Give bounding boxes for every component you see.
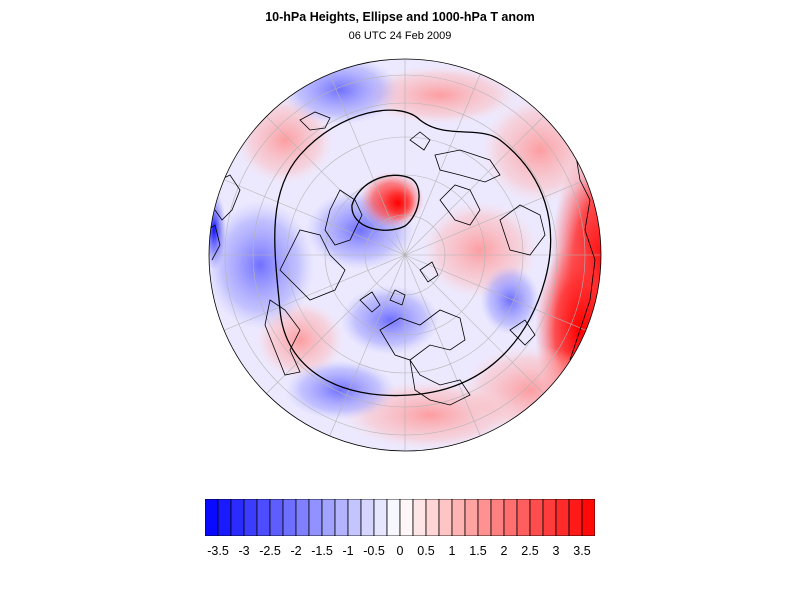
colorbar-box xyxy=(230,499,245,536)
colorbar-box xyxy=(217,499,232,536)
graticule xyxy=(209,59,601,451)
coastlines xyxy=(209,111,596,406)
colorbar-box xyxy=(386,499,401,536)
colorbar-box xyxy=(438,499,453,536)
colorbar-box xyxy=(503,499,518,536)
colorbar-tick-label: 3 xyxy=(552,544,560,558)
colorbar-box xyxy=(581,499,595,536)
colorbar-tick-label: -2 xyxy=(290,544,302,558)
colorbar-box xyxy=(282,499,297,536)
colorbar-box xyxy=(269,499,284,536)
colorbar-tick-label: 1 xyxy=(448,544,456,558)
colorbar-tick-label: 2.5 xyxy=(521,544,539,558)
colorbar-box xyxy=(399,499,414,536)
colorbar-tick-label: -3.5 xyxy=(207,544,229,558)
colorbar-tick-label: -0.5 xyxy=(363,544,385,558)
colorbar-tick-label: 2 xyxy=(500,544,508,558)
colorbar-tick-label: -2.5 xyxy=(259,544,281,558)
colorbar-box xyxy=(373,499,388,536)
colorbar-box xyxy=(308,499,323,536)
colorbar-box xyxy=(516,499,531,536)
colorbar-boxes xyxy=(205,499,595,536)
colorbar-tick-label: -1 xyxy=(342,544,354,558)
colorbar-tick-label: 0 xyxy=(396,544,404,558)
colorbar-box xyxy=(477,499,492,536)
colorbar-box xyxy=(295,499,310,536)
colorbar-box xyxy=(490,499,505,536)
chart-subtitle: 06 UTC 24 Feb 2009 xyxy=(348,30,452,42)
temperature-anomaly-field xyxy=(209,59,601,451)
colorbar-tick-label: 0.5 xyxy=(417,544,435,558)
colorbar-box xyxy=(347,499,362,536)
height-contours xyxy=(274,109,552,397)
colorbar-box xyxy=(529,499,544,536)
colorbar-box xyxy=(451,499,466,536)
colorbar-box xyxy=(321,499,336,536)
chart-title: 10-hPa Heights, Ellipse and 1000-hPa T a… xyxy=(265,10,535,24)
colorbar-box xyxy=(542,499,557,536)
colorbar-tick-label: -3 xyxy=(238,544,250,558)
colorbar-box xyxy=(464,499,479,536)
colorbar-box xyxy=(425,499,440,536)
colorbar-box xyxy=(555,499,570,536)
colorbar-box xyxy=(256,499,271,536)
colorbar-box xyxy=(412,499,427,536)
colorbar-tick-label: 3.5 xyxy=(573,544,591,558)
colorbar-tick-label: 1.5 xyxy=(469,544,487,558)
colorbar-labels: -3.5 -3 -2.5 -2 -1.5 -1 -0.5 0 0.5 1 1.5 2 2.5 3 3.5 xyxy=(205,544,595,562)
colorbar-box xyxy=(568,499,583,536)
colorbar-box xyxy=(243,499,258,536)
colorbar-box xyxy=(334,499,349,536)
colorbar-box xyxy=(360,499,375,536)
colorbar-tick-label: -1.5 xyxy=(311,544,333,558)
colorbar xyxy=(205,499,595,536)
globe-outline xyxy=(208,58,602,452)
colorbar-box xyxy=(205,499,219,536)
